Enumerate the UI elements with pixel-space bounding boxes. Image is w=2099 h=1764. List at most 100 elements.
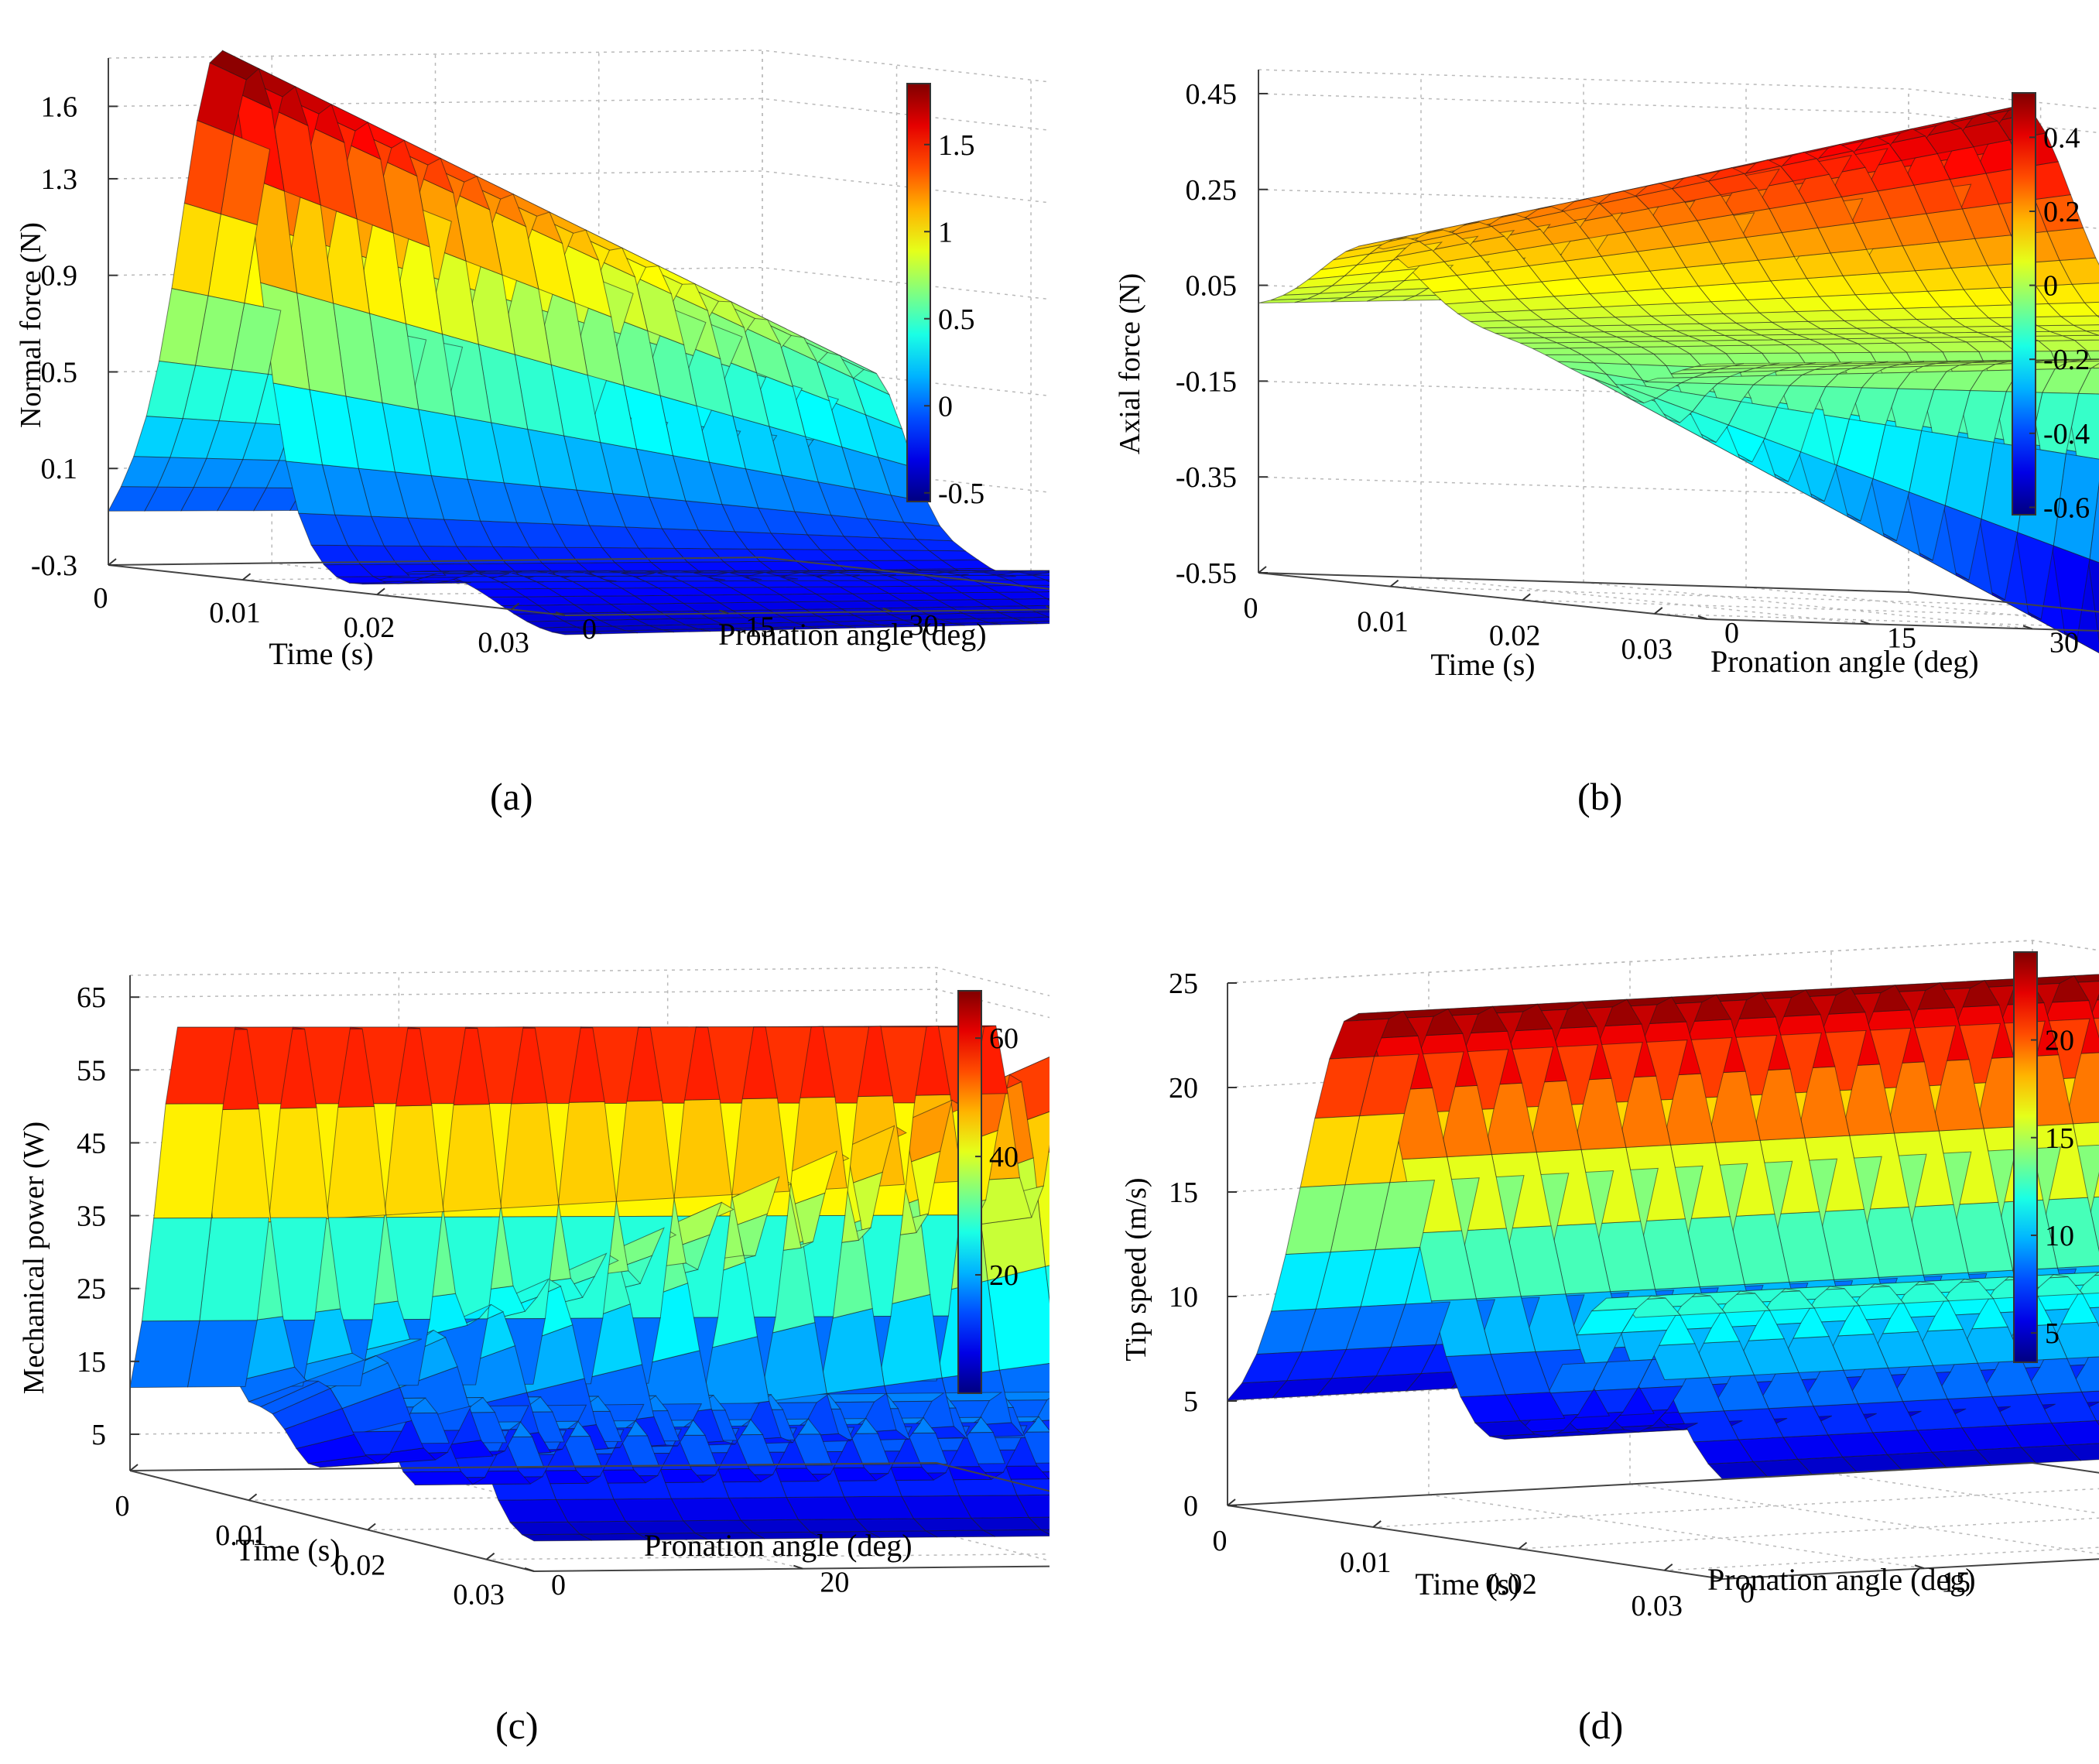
- z-tick-label: 0.05: [1186, 270, 1238, 303]
- grid-line-y-floor: [2032, 1463, 2099, 1536]
- x-tick-mark: [108, 559, 116, 565]
- z-tick-label: 55: [77, 1054, 106, 1087]
- surface-patch: [498, 1499, 568, 1523]
- xlabel: Time (s): [1415, 1567, 1519, 1601]
- x-tick-mark: [1391, 581, 1399, 587]
- chart-panel-a: -0.30.10.50.91.31.600.010.020.0301530456…: [0, 0, 1050, 875]
- ylabel: Pronation angle (deg): [644, 1528, 913, 1563]
- y-tick-label: 0: [582, 613, 597, 646]
- y-tick-label: 30: [2049, 627, 2079, 659]
- panel-label-c: (c): [495, 1703, 539, 1748]
- surface-patch: [522, 1534, 592, 1541]
- y-tick-label: 20: [820, 1567, 849, 1599]
- axis-edge: [534, 1564, 1050, 1571]
- x-tick-label: 0: [94, 582, 108, 615]
- grid-line-x-floor: [1519, 1506, 2099, 1549]
- colorbar-tick-label: 10: [2045, 1220, 2074, 1252]
- chart-panel-c: 515253545556500.010.020.030204060204060 …: [0, 875, 1050, 1760]
- x-tick-mark: [243, 574, 251, 580]
- ylabel: Pronation angle (deg): [1707, 1562, 1976, 1597]
- z-tick-label: 0.45: [1186, 78, 1238, 111]
- x-tick-mark: [249, 1494, 257, 1500]
- colorbar: [2012, 93, 2036, 515]
- chart-d-svg: 051015202500.010.020.030153045605101520 …: [1050, 875, 2099, 1760]
- z-tick-label: 25: [1169, 968, 1198, 1000]
- zlabel: Tip speed (m/s): [1120, 1177, 1152, 1361]
- z-tick-label: 0: [1183, 1490, 1198, 1523]
- colorbar-tick-label: 20: [989, 1259, 1019, 1292]
- x-tick-label: 0.03: [1631, 1590, 1683, 1622]
- colorbar-tick-label: -0.6: [2043, 492, 2090, 524]
- x-tick-label: 0.03: [1621, 633, 1673, 666]
- panel-label-a: (a): [490, 774, 533, 819]
- z-tick-label: -0.15: [1176, 365, 1237, 398]
- zlabel: Axial force (N): [1114, 273, 1146, 454]
- z-tick-label: 0.25: [1186, 174, 1238, 207]
- ylabel: Pronation angle (deg): [718, 617, 987, 652]
- z-tick-label: 1.6: [41, 91, 78, 123]
- z-tick-label: 15: [77, 1346, 106, 1379]
- grid-line-y-floor: [1630, 1485, 2099, 1558]
- x-tick-label: 0.01: [209, 597, 261, 629]
- xlabel: Time (s): [235, 1533, 340, 1567]
- grid-line-x-floor: [1373, 1485, 2099, 1527]
- colorbar-tick-label: 0: [938, 390, 953, 423]
- colorbar-tick-label: -0.5: [938, 478, 984, 510]
- x-tick-label: 0.02: [334, 1549, 386, 1581]
- x-tick-mark: [368, 1523, 375, 1529]
- x-tick-mark: [1522, 594, 1530, 600]
- x-tick-mark: [377, 588, 385, 594]
- z-tick-label: 5: [1183, 1386, 1198, 1418]
- z-tick-label: 35: [77, 1201, 106, 1233]
- x-tick-label: 0.03: [478, 626, 529, 659]
- chart-a-svg: -0.30.10.50.91.31.600.010.020.0301530456…: [0, 0, 1050, 875]
- ylabel: Pronation angle (deg): [1710, 644, 1979, 679]
- surface-patch: [166, 1027, 235, 1104]
- x-tick-label: 0.01: [1357, 606, 1409, 639]
- chart-panel-d: 051015202500.010.020.030153045605101520 …: [1050, 875, 2099, 1760]
- colorbar-tick-label: 5: [2045, 1317, 2060, 1350]
- colorbar-tick-label: -0.4: [2043, 418, 2090, 450]
- colorbar-tick-label: 0: [2043, 270, 2058, 303]
- xlabel: Time (s): [1430, 647, 1535, 682]
- xlabel: Time (s): [269, 636, 373, 671]
- z-tick-label: -0.35: [1176, 461, 1237, 494]
- colorbar-tick-label: 60: [989, 1022, 1019, 1055]
- colorbar: [958, 991, 981, 1393]
- x-tick-label: 0.01: [1340, 1546, 1392, 1579]
- surface-patch: [510, 1522, 580, 1535]
- panel-label-b: (b): [1577, 774, 1622, 819]
- x-tick-label: 0: [115, 1490, 130, 1523]
- axis-edge: [2032, 1463, 2099, 1536]
- y-tick-label: 0: [551, 1569, 566, 1601]
- colorbar-tick-label: 0.2: [2043, 196, 2080, 228]
- colorbar-tick-label: 1: [938, 216, 953, 248]
- colorbar: [2014, 952, 2037, 1362]
- z-tick-label: 20: [1169, 1072, 1198, 1105]
- zlabel: Normal force (N): [15, 222, 47, 428]
- z-tick-label: 65: [77, 981, 106, 1014]
- x-tick-label: 0: [1213, 1525, 1228, 1557]
- zlabel: Mechanical power (W): [18, 1122, 50, 1394]
- panel-label-d: (d): [1578, 1703, 1623, 1748]
- colorbar-tick-label: 40: [989, 1141, 1019, 1173]
- x-tick-mark: [487, 1553, 495, 1560]
- surface-patch: [154, 1104, 224, 1218]
- x-tick-mark: [130, 1464, 138, 1471]
- colorbar-tick-label: 1.5: [938, 129, 975, 162]
- z-tick-label: 5: [91, 1419, 106, 1451]
- z-tick-label: -0.3: [31, 550, 77, 582]
- z-tick-label: 25: [77, 1273, 106, 1306]
- colorbar-tick-label: -0.2: [2043, 344, 2090, 376]
- chart-c-svg: 515253545556500.010.020.030204060204060 …: [0, 875, 1050, 1760]
- x-tick-mark: [1258, 567, 1266, 573]
- colorbar: [907, 84, 930, 502]
- colorbar-tick-label: 0.4: [2043, 122, 2080, 154]
- z-tick-label: 45: [77, 1127, 106, 1159]
- z-tick-label: -0.55: [1176, 557, 1237, 590]
- surface-patch: [130, 1320, 200, 1387]
- colorbar-tick-label: 20: [2045, 1025, 2074, 1057]
- z-tick-label: 0.1: [41, 453, 78, 485]
